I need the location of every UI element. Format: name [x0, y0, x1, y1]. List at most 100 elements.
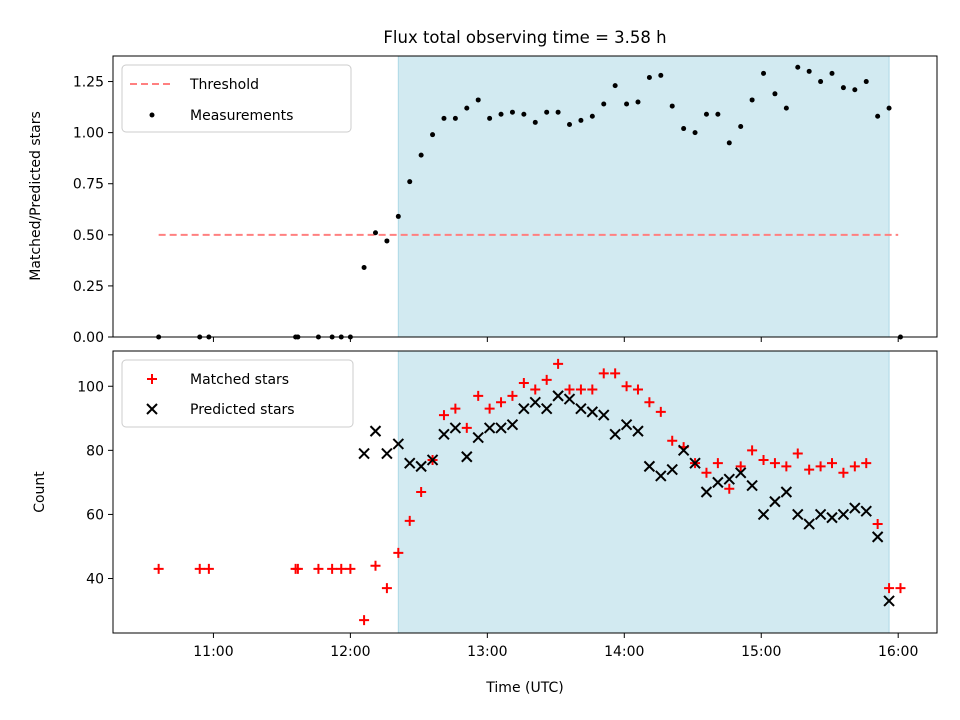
matched-star-point: [507, 390, 518, 401]
predicted-star-point: [506, 418, 519, 431]
measurement-point: [544, 109, 550, 115]
legend-measurement-label: Measurements: [190, 108, 293, 124]
predicted-star-point: [609, 428, 621, 441]
measurement-point: [806, 68, 812, 74]
legend-predicted-swatch: [146, 403, 158, 415]
measurement-point: [521, 111, 527, 117]
observing-region: [397, 350, 890, 634]
predicted-star-point: [518, 402, 530, 415]
predicted-star-point: [849, 502, 861, 514]
matched-star-point: [632, 384, 643, 395]
matched-star-point: [849, 461, 860, 472]
predicted-star-point: [803, 518, 815, 530]
matched-star-point: [416, 487, 427, 497]
predicted-star-point: [666, 463, 678, 476]
measurement-point: [840, 85, 846, 91]
measurement-point: [441, 115, 447, 121]
matched-star-point: [781, 461, 792, 472]
matched-star-point: [895, 583, 906, 594]
predicted-star-point: [700, 486, 713, 498]
measurement-point: [829, 70, 835, 76]
matched-star-point: [438, 410, 449, 421]
measurement-point: [646, 74, 652, 80]
predicted-star-point: [655, 470, 667, 482]
matched-star-point: [838, 467, 849, 478]
matched-star-point: [667, 435, 678, 446]
measurement-point: [818, 79, 824, 85]
measurement-point: [692, 130, 698, 136]
matched-star-point: [644, 397, 655, 408]
measurement-point: [624, 101, 630, 107]
matched-star-point: [587, 384, 598, 395]
matched-star-point: [496, 397, 507, 408]
measurement-point: [863, 79, 869, 85]
bottom-panel: 40 60 80 100 11:00 12:00 13:00 14:00 15:00 16:00 M…: [32, 350, 938, 696]
predicted-star-point: [883, 595, 895, 607]
y-tick-label: 0.00: [73, 330, 104, 346]
matched-star-point: [336, 563, 347, 574]
measurement-point: [658, 72, 664, 78]
predicted-star-point: [677, 444, 690, 457]
predicted-star-point: [483, 422, 496, 434]
measurement-point: [372, 230, 378, 236]
bottom-y-axis-label: Count: [32, 471, 48, 513]
matched-star-point: [370, 560, 381, 571]
measurement-point: [418, 152, 424, 158]
legend-matched-label: Matched stars: [190, 372, 289, 388]
legend-predicted-label: Predicted stars: [190, 402, 295, 418]
measurement-point: [498, 111, 504, 117]
legend-measurement-swatch: [149, 112, 155, 118]
legend-box: [121, 359, 354, 428]
predicted-star-point: [632, 425, 644, 437]
top-panel: Flux total observing time = 3.58 h 0.000…: [28, 28, 938, 346]
predicted-star-point: [552, 390, 564, 402]
measurement-point: [578, 117, 584, 123]
matched-star-point: [345, 563, 356, 574]
predicted-star-point: [415, 460, 427, 473]
measurement-point: [635, 99, 641, 105]
measurement-point: [772, 91, 778, 97]
y-tick-label: 40: [86, 572, 104, 588]
predicted-star-point: [540, 402, 553, 415]
matched-star-point: [861, 458, 872, 469]
matched-star-point: [758, 454, 769, 465]
measurement-point: [555, 109, 561, 115]
measurement-point: [669, 103, 675, 109]
top-plot-area: 0.00 0.25 0.50 0.75 1.00 1.25 Threshold Measure…: [73, 55, 938, 346]
measurement-point: [567, 121, 573, 127]
measurement-point: [738, 124, 744, 130]
predicted-star-point: [746, 479, 758, 492]
predicted-star-point: [826, 511, 838, 524]
top-axes-frame: [112, 55, 938, 338]
matched-star-point: [518, 378, 529, 389]
matched-star-point: [450, 403, 461, 414]
legend-threshold-label: Threshold: [189, 77, 259, 93]
x-tick-label: 16:00: [878, 644, 918, 660]
y-tick-label: 1.25: [73, 75, 104, 91]
matched-star-point: [712, 458, 723, 469]
predicted-star-point: [358, 447, 370, 460]
predicted-star-point: [860, 505, 872, 517]
predicted-star-point: [769, 495, 781, 508]
predicted-star-point: [757, 508, 770, 521]
measurement-point: [715, 111, 721, 117]
x-tick-label: 14:00: [604, 644, 644, 660]
matched-star-point: [564, 384, 575, 395]
predicted-star-point: [404, 457, 416, 469]
measurement-point: [384, 238, 390, 244]
matched-star-point: [610, 368, 621, 379]
predicted-star-point: [643, 460, 656, 473]
measurement-point: [726, 140, 732, 146]
predicted-star-point: [495, 422, 507, 434]
matched-star-point: [292, 563, 303, 574]
matched-star-point: [815, 461, 826, 472]
y-tick-label: 0.75: [73, 177, 104, 193]
matched-star-point: [327, 563, 338, 574]
matched-star-point: [804, 464, 815, 475]
predicted-star-point: [734, 467, 747, 479]
measurement-point: [852, 87, 858, 93]
predicted-star-point: [529, 396, 541, 408]
y-tick-label: 100: [77, 379, 104, 395]
matched-star-point: [313, 563, 324, 574]
